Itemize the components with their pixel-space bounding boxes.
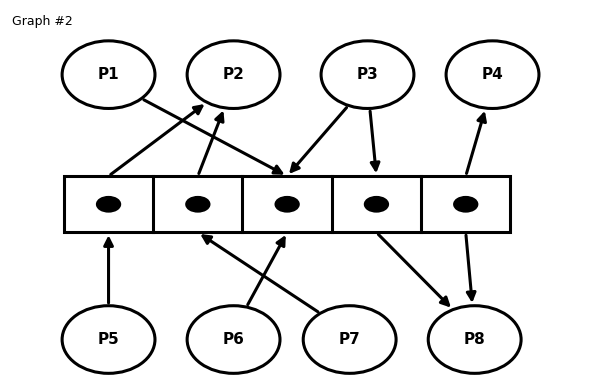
Ellipse shape bbox=[454, 197, 478, 212]
Text: Graph #2: Graph #2 bbox=[12, 15, 73, 29]
Text: P6: P6 bbox=[223, 332, 245, 347]
Text: P8: P8 bbox=[464, 332, 486, 347]
Ellipse shape bbox=[303, 306, 396, 373]
Ellipse shape bbox=[186, 197, 209, 212]
Ellipse shape bbox=[428, 306, 521, 373]
Ellipse shape bbox=[62, 41, 155, 108]
Ellipse shape bbox=[62, 306, 155, 373]
Ellipse shape bbox=[187, 41, 280, 108]
Ellipse shape bbox=[321, 41, 414, 108]
Ellipse shape bbox=[365, 197, 388, 212]
Text: P2: P2 bbox=[223, 67, 245, 82]
Ellipse shape bbox=[97, 197, 120, 212]
Text: P4: P4 bbox=[482, 67, 503, 82]
Text: P3: P3 bbox=[357, 67, 378, 82]
Text: P5: P5 bbox=[98, 332, 120, 347]
Ellipse shape bbox=[276, 197, 299, 212]
Ellipse shape bbox=[187, 306, 280, 373]
Text: P1: P1 bbox=[98, 67, 120, 82]
Bar bbox=[64, 176, 511, 232]
Ellipse shape bbox=[446, 41, 539, 108]
Text: P7: P7 bbox=[339, 332, 361, 347]
